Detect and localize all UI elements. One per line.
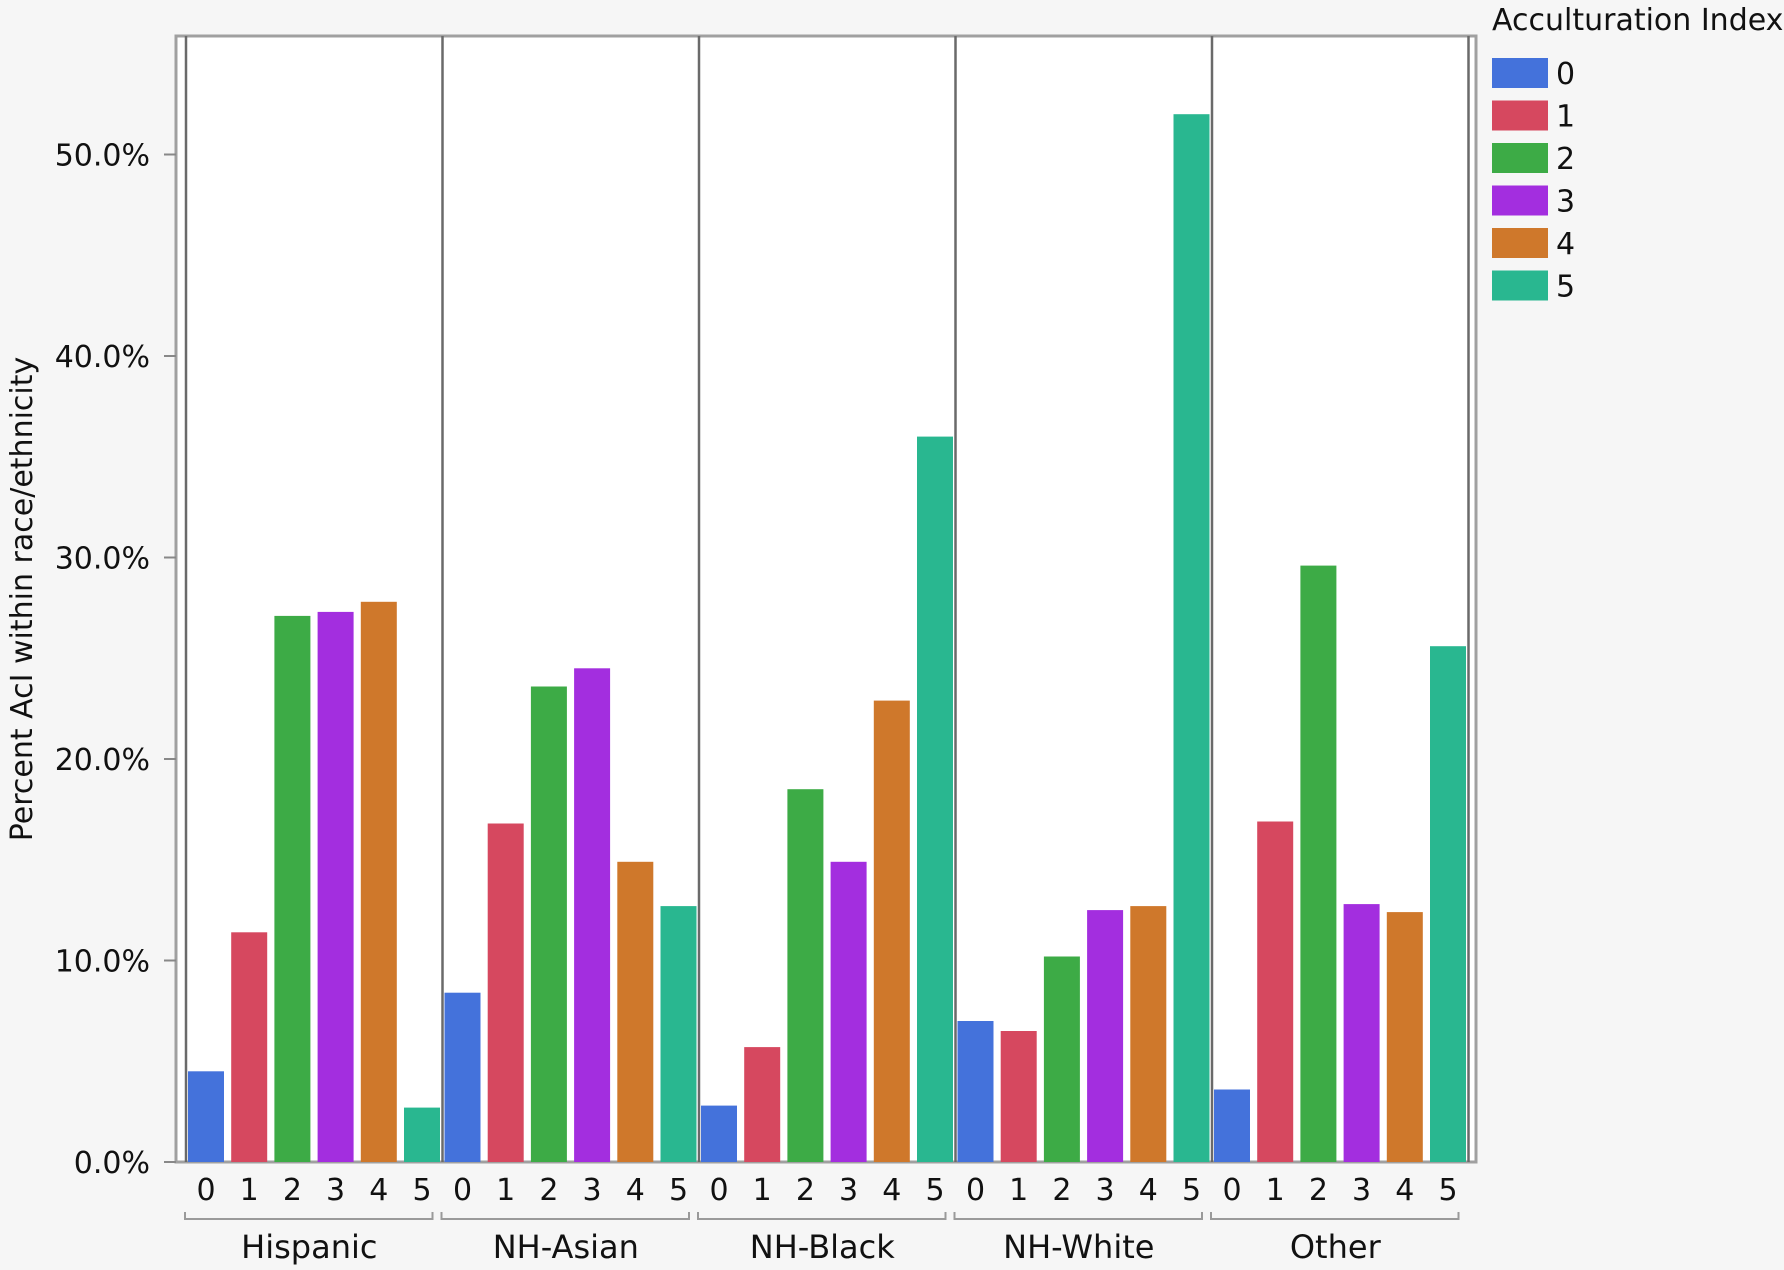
x-tick-label: 1 (1009, 1173, 1028, 1208)
x-tick-label: 2 (796, 1173, 815, 1208)
x-tick-label: 3 (839, 1173, 858, 1208)
x-tick-label: 4 (1395, 1173, 1414, 1208)
bar-nh-black-1 (744, 1047, 781, 1162)
x-tick-label: 4 (369, 1173, 388, 1208)
bar-hispanic-0 (188, 1071, 224, 1162)
x-tick-label: 4 (1139, 1173, 1158, 1208)
group-bracket (440, 1212, 690, 1220)
legend-label-3: 3 (1556, 185, 1575, 220)
legend-swatch-2 (1492, 143, 1548, 173)
bar-nh-asian-1 (487, 823, 524, 1162)
y-tick-label: 0.0% (74, 1146, 150, 1181)
x-tick-label: 5 (1182, 1173, 1201, 1208)
bar-nh-black-2 (787, 789, 824, 1162)
legend-label-2: 2 (1556, 142, 1575, 177)
bar-nh-white-4 (1130, 906, 1167, 1162)
bar-other-5 (1430, 646, 1466, 1162)
y-tick-label: 20.0% (55, 743, 150, 778)
group-label-nh-asian: NH-Asian (493, 1228, 639, 1266)
bar-nh-asian-4 (617, 861, 654, 1162)
x-tick-label: 1 (1266, 1173, 1285, 1208)
group-label-nh-black: NH-Black (750, 1228, 895, 1266)
legend-swatch-3 (1492, 185, 1548, 216)
x-tick-label: 5 (925, 1173, 944, 1208)
group-dividers (184, 36, 1470, 1162)
bar-layer (188, 114, 1466, 1163)
x-tick-label: 0 (1222, 1173, 1241, 1208)
x-tick-label: 3 (326, 1173, 345, 1208)
y-axis-title: Percent AcI within race/ethnicity (5, 357, 40, 842)
y-tick-label: 40.0% (55, 340, 150, 375)
legend-label-1: 1 (1556, 100, 1575, 135)
bar-other-3 (1343, 904, 1380, 1162)
x-tick-label: 2 (539, 1173, 558, 1208)
legend-swatch-0 (1492, 58, 1548, 88)
legend-swatch-5 (1492, 270, 1548, 301)
group-bracket (184, 1212, 434, 1220)
bar-nh-black-5 (917, 436, 953, 1163)
x-tick-label: 1 (240, 1173, 259, 1208)
group-label-nh-white: NH-White (1003, 1228, 1154, 1266)
group-label-other: Other (1290, 1228, 1382, 1266)
bar-hispanic-3 (317, 611, 354, 1162)
bar-nh-asian-2 (530, 686, 567, 1162)
x-tick-label: 4 (626, 1173, 645, 1208)
bar-nh-black-0 (701, 1105, 737, 1162)
bar-other-4 (1386, 912, 1423, 1162)
x-tick-label: 0 (966, 1173, 985, 1208)
y-tick-label: 30.0% (55, 542, 150, 577)
x-tick-label: 4 (882, 1173, 901, 1208)
x-tick-label: 5 (1438, 1173, 1457, 1208)
x-tick-label: 2 (283, 1173, 302, 1208)
bar-other-2 (1300, 565, 1337, 1162)
legend: Acculturation Index 0 1 2 3 4 5 (1492, 3, 1783, 305)
legend-label-4: 4 (1556, 227, 1575, 262)
x-tick-label: 3 (1096, 1173, 1115, 1208)
bar-nh-white-0 (957, 1021, 994, 1162)
x-tick-label: 3 (1352, 1173, 1371, 1208)
bar-nh-black-4 (873, 700, 910, 1162)
bar-hispanic-2 (274, 615, 311, 1162)
bar-hispanic-1 (231, 932, 268, 1162)
bar-nh-white-2 (1043, 956, 1080, 1162)
bar-nh-white-5 (1173, 114, 1210, 1163)
x-tick-label: 0 (709, 1173, 728, 1208)
bar-hispanic-5 (404, 1107, 440, 1162)
y-tick-label: 50.0% (55, 139, 150, 174)
bar-nh-asian-0 (444, 992, 481, 1162)
bar-nh-white-1 (1000, 1031, 1037, 1162)
legend-swatch-4 (1492, 228, 1548, 258)
x-tick-label: 5 (412, 1173, 431, 1208)
x-tick-label: 5 (669, 1173, 688, 1208)
bar-nh-asian-3 (574, 668, 611, 1162)
x-tick-label: 2 (1309, 1173, 1328, 1208)
legend-swatch-1 (1492, 100, 1548, 131)
bar-nh-white-3 (1087, 910, 1124, 1162)
group-bracket (1210, 1212, 1460, 1220)
bar-nh-asian-5 (660, 906, 697, 1162)
bar-other-1 (1257, 821, 1294, 1162)
x-tick-label: 1 (496, 1173, 515, 1208)
x-tick-label: 1 (753, 1173, 772, 1208)
bar-hispanic-4 (360, 601, 397, 1162)
group-bracket (697, 1212, 947, 1220)
group-label-hispanic: Hispanic (241, 1228, 377, 1266)
bar-other-0 (1214, 1089, 1250, 1162)
group-bracket (953, 1212, 1203, 1220)
legend-label-5: 5 (1556, 270, 1575, 305)
y-tick-label: 10.0% (55, 945, 150, 980)
y-axis: 0.0% 10.0% 20.0% 30.0% 40.0% 50.0% (55, 139, 176, 1181)
x-tick-label: 2 (1052, 1173, 1071, 1208)
x-tick-label: 0 (196, 1173, 215, 1208)
bar-nh-black-3 (830, 861, 867, 1162)
legend-title: Acculturation Index (1492, 3, 1783, 38)
x-tick-label: 3 (583, 1173, 602, 1208)
legend-label-0: 0 (1556, 57, 1575, 92)
x-tick-label: 0 (453, 1173, 472, 1208)
